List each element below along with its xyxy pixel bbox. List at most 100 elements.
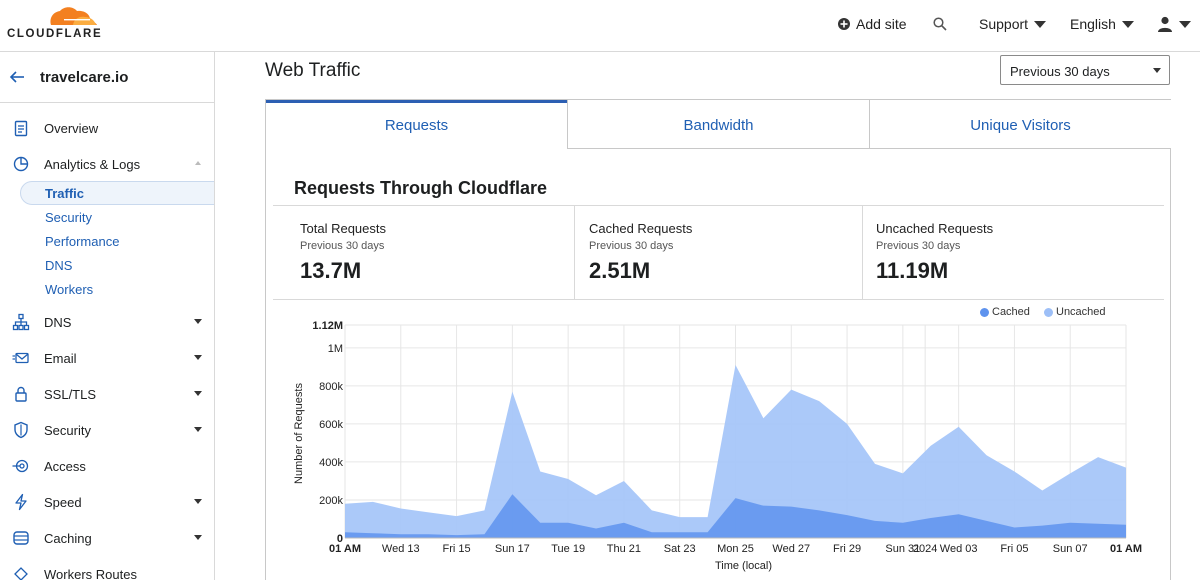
sidebar-item-label: DNS	[44, 315, 72, 330]
stat-value: 13.7M	[300, 258, 362, 283]
sidebar-item-overview[interactable]: Overview	[0, 110, 214, 146]
sidebar-item-label: Email	[44, 351, 77, 366]
clipboard-icon	[14, 120, 28, 137]
tab-unique-visitors[interactable]: Unique Visitors	[869, 100, 1171, 149]
access-icon	[12, 459, 29, 473]
chevron-down-icon	[194, 499, 202, 504]
add-site-button[interactable]: Add site	[838, 16, 907, 32]
language-menu[interactable]: English	[1070, 16, 1134, 32]
site-header: travelcare.io	[0, 52, 214, 103]
y-tick-label: 200k	[319, 495, 343, 507]
stat-period: Previous 30 days	[589, 240, 674, 252]
y-axis-label: Number of Requests	[293, 383, 305, 484]
legend-swatch	[1044, 307, 1053, 317]
sidebar-item-label: Analytics & Logs	[44, 157, 141, 172]
search-icon	[933, 17, 947, 31]
chevron-up-icon	[195, 161, 201, 165]
support-label: Support	[979, 16, 1029, 32]
stat-uncached-requests: Uncached Requests Previous 30 days 11.19…	[862, 206, 1164, 300]
stats-row: Total Requests Previous 30 days 13.7M Ca…	[273, 205, 1164, 300]
sidebar-item-label: Speed	[44, 495, 82, 510]
x-tick-label: Wed 27	[772, 543, 810, 555]
sidebar-item-caching[interactable]: Caching	[0, 520, 214, 556]
database-icon	[13, 531, 29, 545]
y-tick-label: 400k	[319, 457, 343, 469]
chevron-down-icon	[1153, 68, 1161, 73]
x-tick-label: Fri 29	[833, 543, 861, 555]
tab-bandwidth[interactable]: Bandwidth	[567, 100, 869, 149]
legend-uncached[interactable]: Uncached	[1044, 306, 1106, 318]
x-tick-label: 2024	[913, 543, 937, 555]
requests-chart: 0 200k 400k 600k 800k 1M 1.12M 01 AM Wed 13 Fri 1…	[293, 320, 1142, 572]
sidebar-item-label: Access	[44, 459, 86, 474]
tab-requests[interactable]: Requests	[266, 100, 567, 149]
chevron-down-icon	[1121, 20, 1134, 28]
workers-icon	[14, 567, 28, 580]
email-icon	[12, 352, 29, 364]
sidebar-item-analytics-logs[interactable]: Analytics & Logs	[0, 146, 214, 182]
lock-icon	[15, 386, 27, 402]
support-menu[interactable]: Support	[979, 16, 1047, 32]
x-tick-label: Sun 07	[1053, 543, 1088, 555]
active-item-highlight	[20, 181, 214, 205]
x-tick-label: Fri 15	[443, 543, 471, 555]
section-title: Requests Through Cloudflare	[294, 178, 548, 198]
chevron-down-icon	[194, 319, 202, 324]
sidebar-item-workers-routes[interactable]: Workers Routes	[0, 556, 214, 580]
traffic-card: Requests Bandwidth Unique Visitors Reque…	[265, 99, 1171, 580]
stat-value: 2.51M	[589, 258, 651, 283]
legend-swatch	[980, 307, 989, 317]
stat-title: Cached Requests	[589, 221, 693, 236]
chevron-down-icon	[1034, 20, 1047, 28]
plus-circle-icon	[838, 18, 850, 30]
x-tick-label: Sat 23	[664, 543, 696, 555]
legend-label: Uncached	[1056, 306, 1106, 318]
back-arrow-icon[interactable]	[9, 70, 25, 84]
y-tick-label: 800k	[319, 381, 343, 393]
x-tick-label: 01 AM	[1110, 543, 1142, 555]
sidebar-item-speed[interactable]: Speed	[0, 484, 214, 520]
stat-cached-requests: Cached Requests Previous 30 days 2.51M	[574, 206, 862, 300]
legend-label: Cached	[992, 306, 1030, 318]
y-tick-label: 1.12M	[312, 320, 343, 332]
x-tick-label: Fri 05	[1000, 543, 1028, 555]
page-title: Web Traffic	[265, 60, 361, 81]
stat-title: Total Requests	[300, 221, 386, 236]
x-tick-label: Mon 25	[717, 543, 754, 555]
y-tick-label: 0	[337, 533, 343, 545]
site-name: travelcare.io	[40, 69, 129, 86]
x-tick-label: Sun 17	[495, 543, 530, 555]
lightning-icon	[15, 493, 27, 511]
account-menu[interactable]	[1157, 16, 1191, 32]
language-label: English	[1070, 16, 1116, 32]
sidebar-item-label: Security	[44, 423, 91, 438]
sidebar-item-access[interactable]: Access	[0, 448, 214, 484]
chevron-down-icon	[1179, 20, 1191, 28]
sidebar-subitem-dns[interactable]: DNS	[45, 258, 73, 273]
legend-cached[interactable]: Cached	[980, 306, 1030, 318]
stat-value: 11.19M	[876, 258, 949, 283]
x-axis-label: Time (local)	[715, 560, 772, 572]
y-tick-label: 1M	[328, 343, 343, 355]
sidebar-subitem-traffic[interactable]: Traffic	[45, 186, 85, 201]
x-tick-label: Tue 19	[551, 543, 585, 555]
stat-period: Previous 30 days	[876, 240, 961, 252]
sidebar-subitem-security[interactable]: Security	[45, 210, 92, 225]
sidebar-subitem-workers[interactable]: Workers	[45, 282, 94, 297]
cloudflare-logo[interactable]: CLOUDFLARE	[7, 6, 101, 40]
sidebar-item-dns[interactable]: DNS	[0, 304, 214, 340]
time-range-select[interactable]: Previous 30 days	[1000, 55, 1170, 85]
sidebar-item-ssl-tls[interactable]: SSL/TLS	[0, 376, 214, 412]
time-range-value: Previous 30 days	[1010, 64, 1110, 79]
network-icon	[12, 313, 30, 331]
sidebar-item-label: SSL/TLS	[44, 387, 97, 402]
sidebar-item-email[interactable]: Email	[0, 340, 214, 376]
chevron-down-icon	[194, 355, 202, 360]
search-button[interactable]	[933, 17, 947, 31]
series-area-cached	[345, 494, 1126, 538]
x-tick-label: Wed 13	[382, 543, 420, 555]
sidebar-item-security[interactable]: Security	[0, 412, 214, 448]
sidebar-subitem-performance[interactable]: Performance	[45, 234, 120, 249]
x-tick-label: Sun 31	[885, 543, 920, 555]
chevron-down-icon	[194, 391, 202, 396]
